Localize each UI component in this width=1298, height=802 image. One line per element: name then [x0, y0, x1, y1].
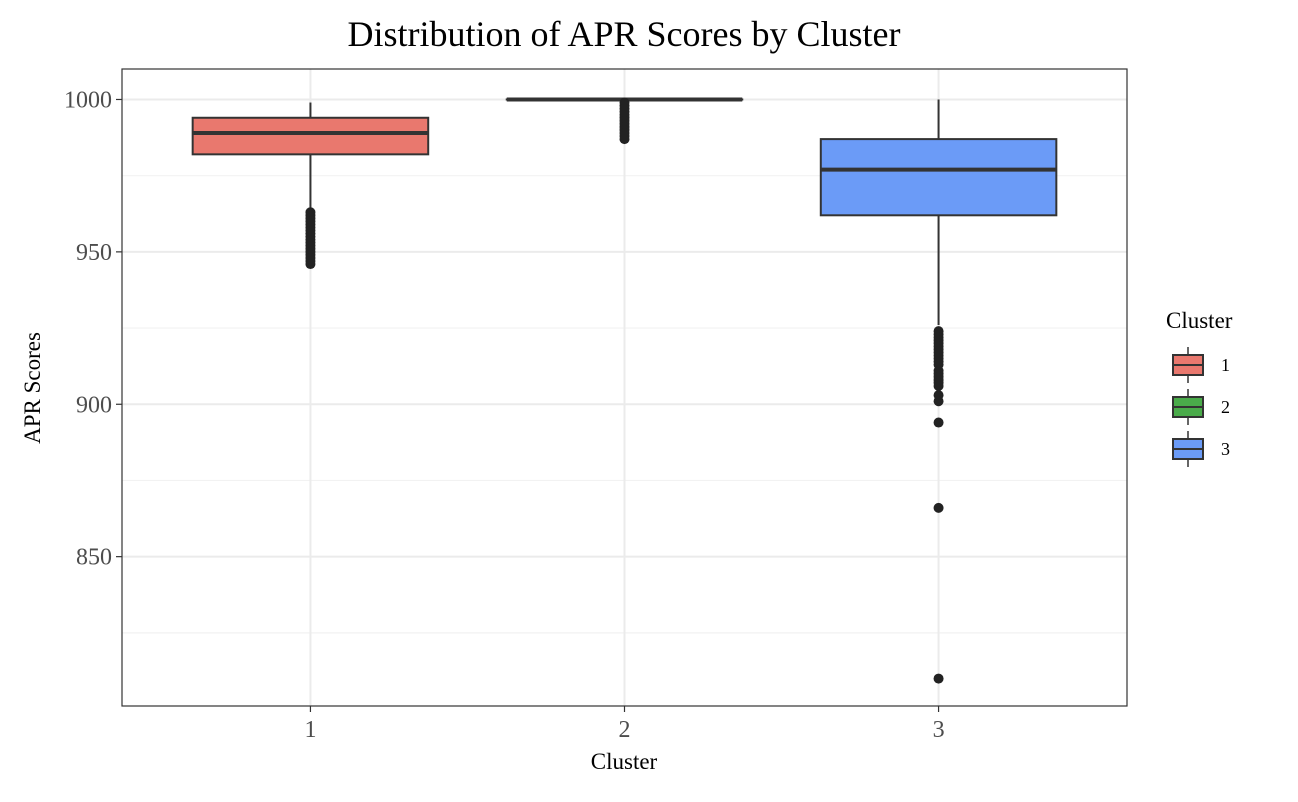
outlier-point	[933, 502, 944, 513]
legend-keys: 1 2 3	[1172, 347, 1230, 467]
box-group-cluster-3	[819, 99, 1058, 684]
box-layer	[191, 97, 1058, 684]
outlier-point	[933, 673, 944, 684]
legend-label: 2	[1221, 397, 1230, 417]
legend-label: 3	[1221, 439, 1230, 459]
box-iqr	[819, 138, 1058, 217]
x-axis-title: Cluster	[591, 749, 658, 774]
legend: Cluster 1 2 3	[1166, 308, 1233, 467]
y-tick-label: 1000	[64, 87, 112, 113]
chart-title: Distribution of APR Scores by Cluster	[347, 14, 900, 54]
axis-layer: 850 900 950 1000 1 2 3	[64, 87, 945, 743]
outlier-point	[933, 396, 944, 407]
x-tick-label: 3	[933, 717, 945, 743]
legend-title: Cluster	[1166, 308, 1233, 333]
x-tick-label: 2	[619, 717, 631, 743]
y-tick-label: 950	[76, 240, 112, 266]
outlier-point	[933, 417, 944, 428]
legend-item-cluster-1: 1	[1172, 347, 1230, 383]
legend-item-cluster-2: 2	[1172, 389, 1230, 425]
x-tick-label: 1	[304, 717, 316, 743]
legend-item-cluster-3: 3	[1172, 431, 1230, 467]
box-group-cluster-1	[191, 102, 430, 270]
box-iqr	[191, 116, 430, 156]
legend-label: 1	[1221, 355, 1230, 375]
box-group-cluster-2	[505, 97, 744, 145]
y-axis-title: APR Scores	[20, 332, 45, 444]
outlier-point	[619, 134, 630, 145]
y-tick-label: 900	[76, 392, 112, 418]
outlier-point	[933, 380, 944, 391]
outlier-point	[305, 259, 316, 270]
y-tick-label: 850	[76, 545, 112, 571]
